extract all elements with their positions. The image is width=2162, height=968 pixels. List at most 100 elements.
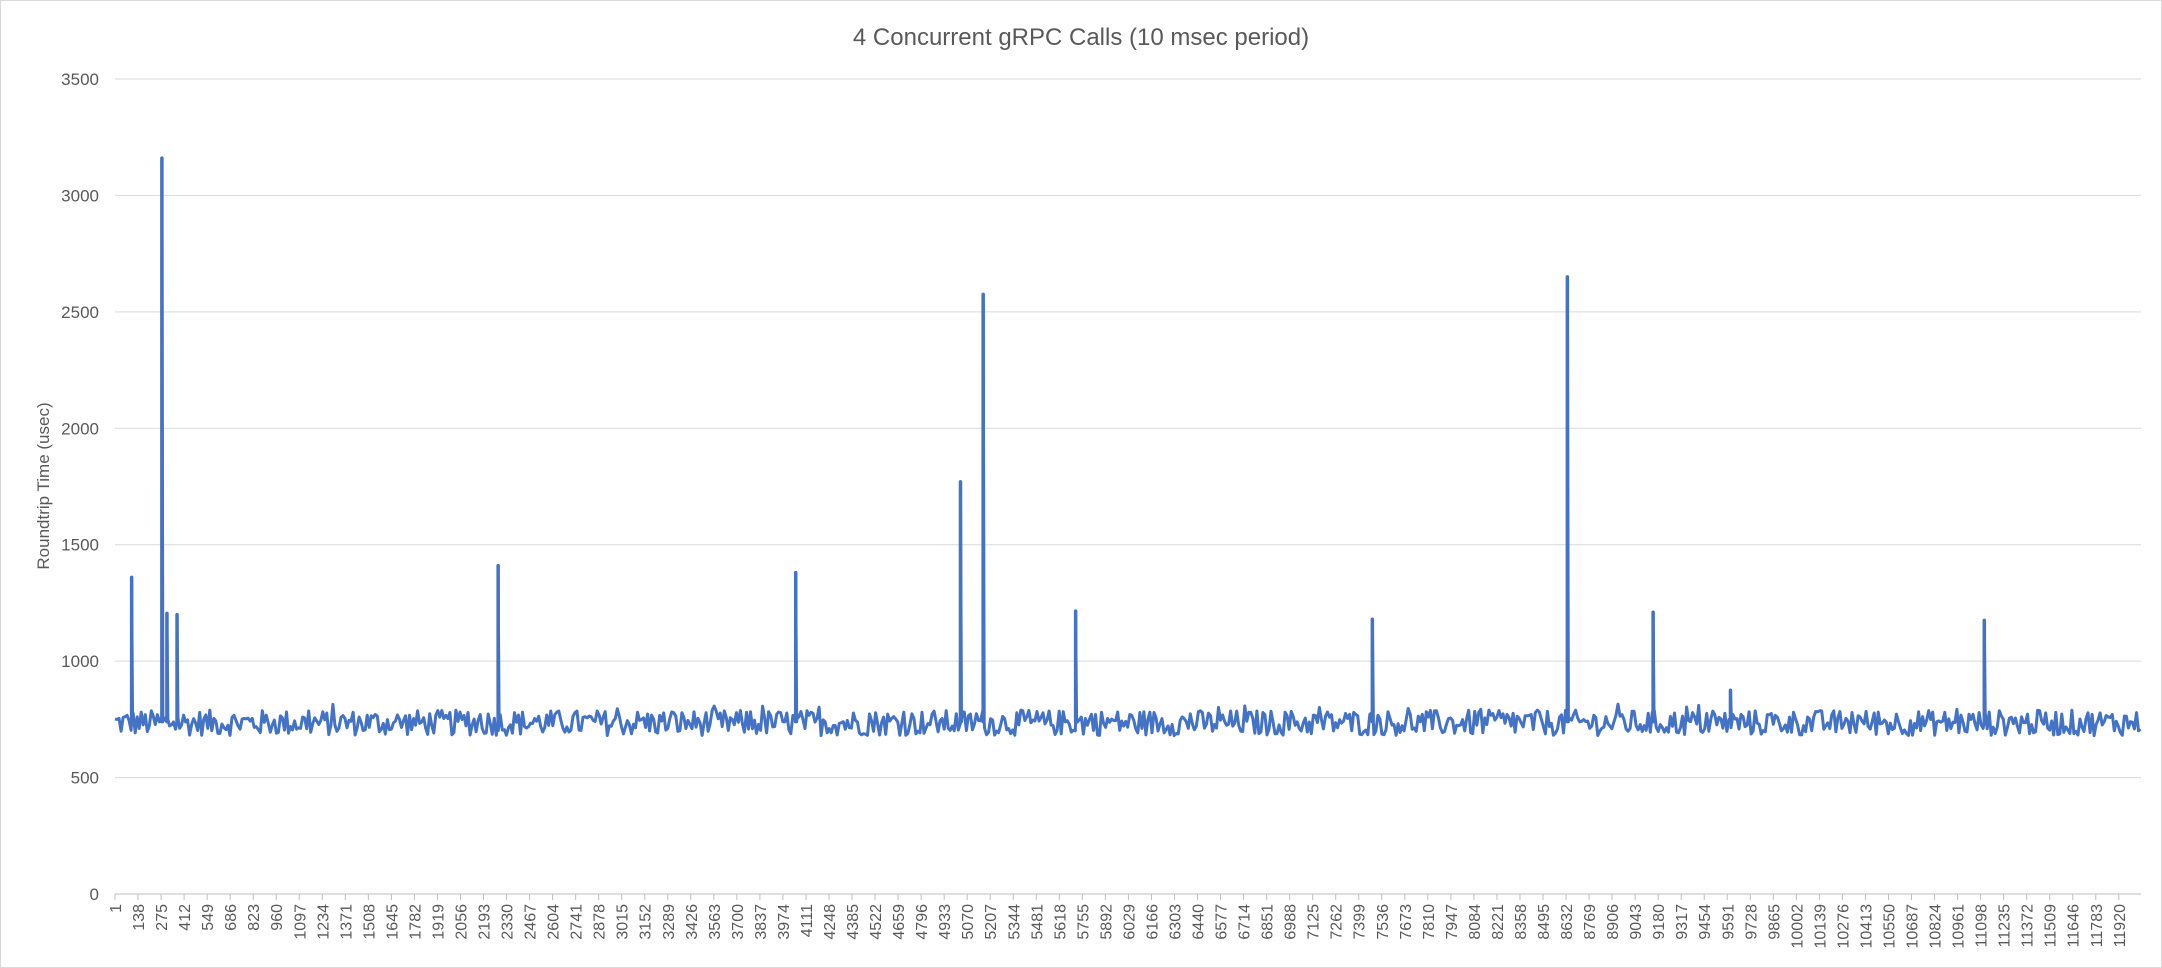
x-tick-label: 9317	[1674, 904, 1691, 940]
x-tick-label: 11509	[2043, 904, 2060, 947]
x-tick-label: 412	[177, 904, 194, 931]
x-tick-label: 960	[269, 904, 286, 931]
x-tick-label: 9180	[1651, 904, 1668, 940]
x-tick-label: 2193	[477, 904, 494, 940]
x-tick-label: 5344	[1006, 904, 1023, 940]
x-tick-label: 10961	[1951, 904, 1968, 949]
x-tick-label: 11646	[2066, 904, 2083, 947]
x-tick-label: 6166	[1144, 904, 1161, 940]
x-tick-label: 275	[154, 904, 171, 931]
x-tick-label: 10139	[1812, 904, 1829, 949]
x-tick-label: 3700	[730, 904, 747, 940]
x-tick-label: 1782	[407, 904, 424, 940]
x-tick-label: 7399	[1352, 904, 1369, 940]
x-tick-label: 4933	[937, 904, 954, 940]
x-tick-label: 549	[200, 904, 217, 931]
y-tick-label: 2000	[61, 419, 99, 438]
gridlines	[115, 78, 2141, 895]
x-tick-label: 1097	[292, 904, 309, 940]
x-tick-label: 3837	[753, 904, 770, 940]
x-tick-label: 11920	[2112, 904, 2129, 947]
x-tick-label: 4796	[914, 904, 931, 940]
x-tick-label: 1	[108, 904, 125, 913]
x-tick-label: 6303	[1167, 904, 1184, 940]
x-tick-label: 8906	[1605, 904, 1622, 940]
x-tick-label: 6988	[1283, 904, 1300, 940]
x-tick-label: 8632	[1559, 904, 1576, 940]
y-axis-ticks: 0 500 1000 1500 2000 2500 3000 3500	[61, 70, 99, 904]
x-tick-label: 10824	[1928, 904, 1945, 949]
x-tick-label: 6577	[1214, 904, 1231, 940]
x-tick-label: 6029	[1121, 904, 1138, 940]
x-tick-label: 10550	[1881, 904, 1898, 949]
y-tick-label: 0	[90, 885, 99, 904]
y-tick-label: 1500	[61, 536, 99, 555]
x-tick-label: 3015	[615, 904, 632, 940]
x-tick-label: 7810	[1421, 904, 1438, 940]
x-tick-label: 1508	[361, 904, 378, 940]
y-tick-label: 1000	[61, 652, 99, 671]
x-tick-label: 7262	[1329, 904, 1346, 940]
x-tick-label: 1234	[315, 904, 332, 940]
x-tick-label: 9591	[1720, 904, 1737, 940]
x-tick-label: 686	[223, 904, 240, 931]
chart-title: 4 Concurrent gRPC Calls (10 msec period)	[853, 24, 1309, 51]
x-tick-label: 8495	[1536, 904, 1553, 940]
x-tick-label: 10413	[1858, 904, 1875, 949]
y-tick-label: 3500	[61, 70, 99, 89]
x-tick-label: 2056	[453, 904, 470, 940]
x-tick-label: 10276	[1835, 904, 1852, 949]
x-tick-label: 6714	[1237, 904, 1254, 940]
x-tick-label: 10002	[1789, 904, 1806, 949]
x-tick-label: 8358	[1513, 904, 1530, 940]
x-tick-label: 3974	[776, 904, 793, 940]
x-tick-label: 2330	[500, 904, 517, 940]
x-tick-label: 5618	[1052, 904, 1069, 940]
x-tick-label: 6851	[1260, 904, 1277, 940]
x-tick-label: 2467	[523, 904, 540, 940]
x-tick-label: 823	[246, 904, 263, 931]
x-tick-label: 5755	[1075, 904, 1092, 940]
x-tick-label: 1371	[338, 904, 355, 940]
y-tick-label: 3000	[61, 186, 99, 205]
series-line	[114, 156, 2142, 738]
x-tick-label: 5070	[960, 904, 977, 940]
y-axis-label: Roundtrip Time (usec)	[34, 402, 53, 569]
x-tick-label: 4522	[868, 904, 885, 940]
x-tick-label: 3289	[661, 904, 678, 940]
x-tick-label: 7536	[1375, 904, 1392, 940]
x-tick-label: 11235	[1997, 904, 2014, 947]
x-tick-label: 11783	[2089, 904, 2106, 947]
x-tick-label: 11372	[2020, 904, 2037, 947]
x-tick-label: 4385	[845, 904, 862, 940]
x-tick-label: 8084	[1467, 904, 1484, 940]
x-tick-label: 6440	[1191, 904, 1208, 940]
x-tick-label: 8769	[1582, 904, 1599, 940]
x-tick-label: 3563	[707, 904, 724, 940]
x-tick-label: 9728	[1743, 904, 1760, 940]
x-tick-label: 4659	[891, 904, 908, 940]
x-tick-label: 3426	[684, 904, 701, 940]
y-tick-label: 2500	[61, 303, 99, 322]
x-tick-label: 1645	[384, 904, 401, 940]
x-tick-label: 4248	[822, 904, 839, 940]
x-tick-label: 138	[131, 904, 148, 931]
x-tick-label: 9454	[1697, 904, 1714, 940]
x-tick-label: 5892	[1098, 904, 1115, 940]
x-tick-label: 4111	[799, 904, 816, 937]
series-layer	[114, 156, 2142, 895]
x-tick-label: 9865	[1766, 904, 1783, 940]
x-tick-label: 2604	[546, 904, 563, 940]
x-tick-label: 5207	[983, 904, 1000, 940]
x-tick-label: 7125	[1306, 904, 1323, 940]
x-tick-label: 2878	[592, 904, 609, 940]
x-tick-label: 7947	[1444, 904, 1461, 940]
x-tick-label: 8221	[1490, 904, 1507, 940]
x-tick-label: 1919	[430, 904, 447, 940]
x-tick-label: 7673	[1398, 904, 1415, 940]
x-axis-ticks: 1 138 275 412 549 686 823 960 1097 1234 1371 1508 16…	[108, 894, 2129, 949]
x-tick-label: 9043	[1628, 904, 1645, 940]
y-tick-label: 500	[71, 769, 99, 788]
